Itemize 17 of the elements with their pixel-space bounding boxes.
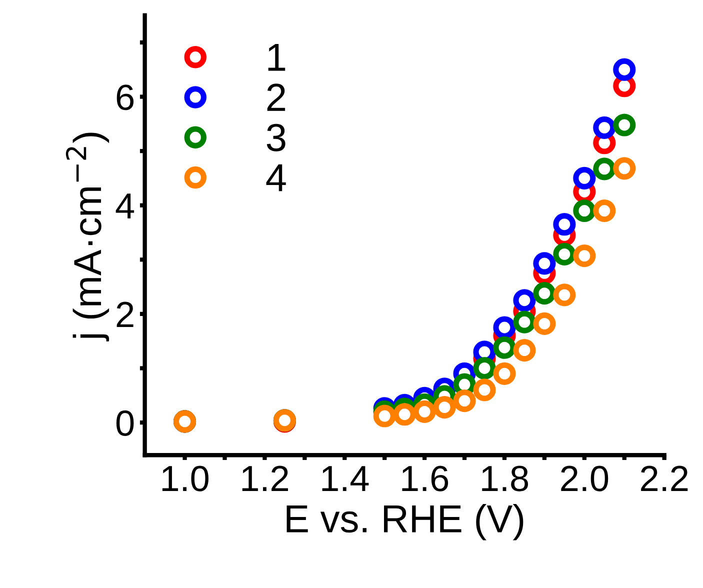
- y-tick-label: 4: [116, 194, 134, 218]
- legend-label: 1: [268, 44, 286, 71]
- legend-label: 4: [266, 164, 286, 192]
- x-axis-title: E vs. RHE (V): [286, 504, 524, 540]
- y-tick-label: 6: [116, 84, 134, 110]
- x-tick-label: 1.8: [482, 466, 528, 492]
- x-tick-label: 1.6: [402, 466, 448, 492]
- y-axis-title: j (mA·cm$^{−2}$): [66, 132, 110, 342]
- x-tick-label: 1.2: [242, 466, 288, 492]
- x-tick-label: 1.0: [162, 466, 208, 492]
- x-tick-label: 1.4: [322, 466, 369, 492]
- legend-label: 3: [266, 124, 286, 152]
- y-tick-label: 2: [116, 302, 134, 328]
- y-tick-label: 0: [116, 410, 134, 436]
- x-tick-label: 2.0: [561, 466, 608, 492]
- legend-label: 2: [267, 84, 286, 111]
- x-tick-label: 2.2: [641, 466, 688, 492]
